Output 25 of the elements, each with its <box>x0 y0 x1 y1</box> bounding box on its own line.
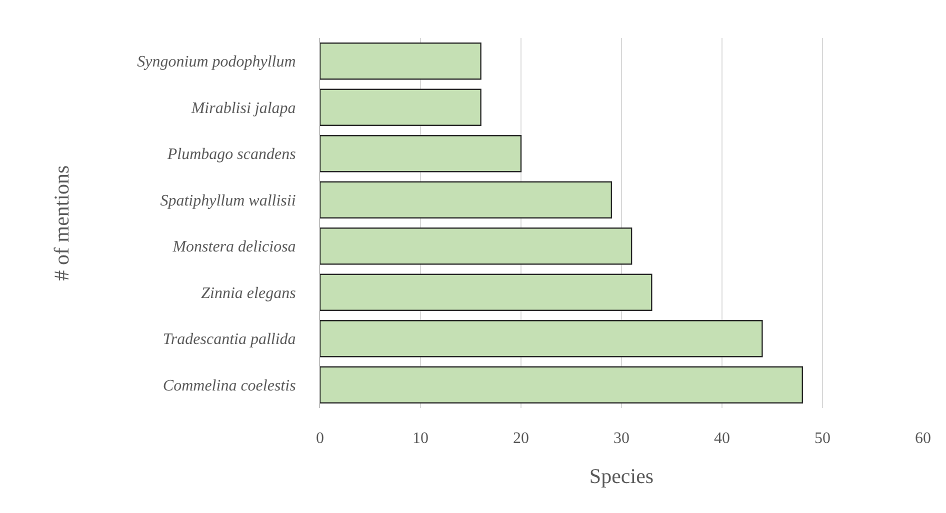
y-tick-label: Commelina coelestis <box>162 377 296 394</box>
y-tick-label: Syngonium podophyllum <box>137 54 296 71</box>
bar <box>320 274 652 312</box>
bar <box>320 227 632 265</box>
x-axis-title: Species <box>589 464 654 488</box>
y-tick-label: Tradescantia pallida <box>162 331 296 348</box>
y-tick-label: Zinnia elegans <box>201 284 296 302</box>
x-tick-label: 60 <box>915 430 931 447</box>
x-tick-label: 40 <box>714 430 730 447</box>
bar <box>320 42 482 80</box>
bar <box>320 88 482 126</box>
bar <box>320 320 763 358</box>
bar <box>320 366 803 404</box>
y-tick-label: Spatiphyllum wallisii <box>160 192 296 210</box>
x-tick-label: 50 <box>814 430 830 447</box>
y-tick-label: Mirablisi jalapa <box>190 100 296 117</box>
x-tick-label: 0 <box>316 430 324 447</box>
x-tick-label: 30 <box>614 430 630 447</box>
bar <box>320 134 522 172</box>
y-tick-label: Plumbago scandens <box>166 146 296 164</box>
y-axis-title: # of mentions <box>49 165 74 281</box>
x-tick-label: 20 <box>513 430 529 447</box>
bar <box>320 181 612 219</box>
x-tick-label: 10 <box>412 430 428 447</box>
y-tick-label: Monstera deliciosa <box>172 238 296 256</box>
